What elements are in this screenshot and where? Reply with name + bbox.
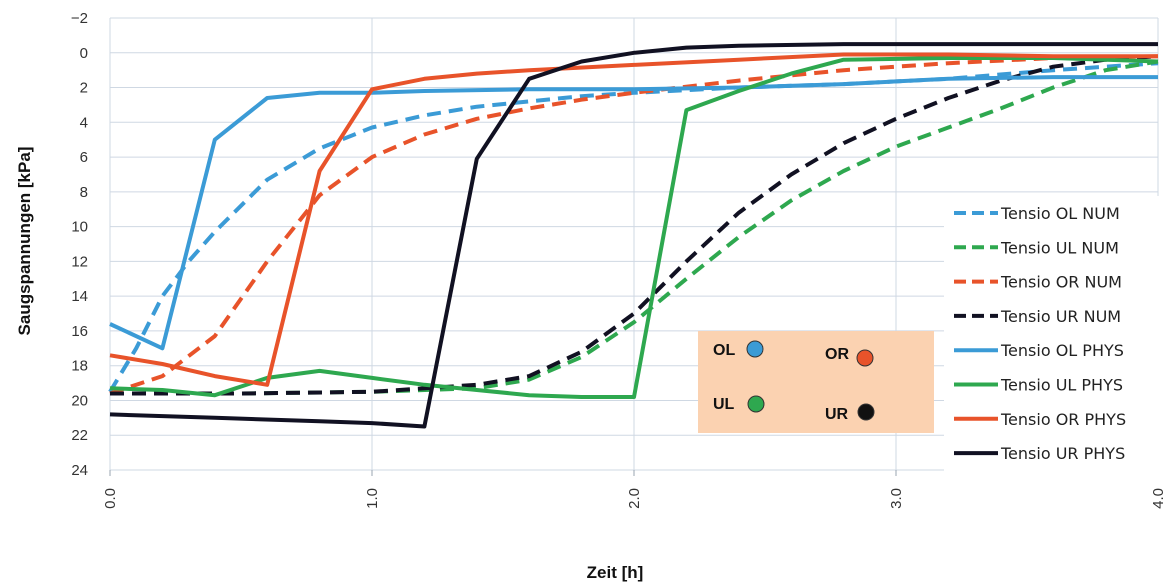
legend-label: Tensio OR PHYS [1000, 410, 1126, 429]
sensor-position-box: OL OR UL UR [698, 331, 934, 433]
legend-background [944, 196, 1162, 476]
y-tick-label: 8 [80, 184, 88, 201]
sensor-dot-ol [746, 340, 764, 358]
legend-label: Tensio UR NUM [1000, 307, 1121, 326]
legend-label: Tensio OL NUM [1000, 204, 1120, 223]
y-tick-label: 20 [71, 392, 88, 409]
series-line-tensio-ur-phys [109, 42, 1158, 429]
sensor-dot-or [856, 349, 874, 367]
y-tick-label: 6 [80, 149, 88, 166]
x-tick-label: 0.0 [102, 488, 119, 509]
sensor-box-background [698, 331, 934, 433]
series-line-tensio-ul-num [110, 59, 1159, 396]
x-tick-label: 2.0 [626, 488, 643, 509]
legend-label: Tensio OR NUM [1000, 273, 1122, 292]
y-tick-label: 10 [71, 219, 88, 236]
legend: Tensio OL NUM Tensio UL NUM Tensio OR NUM T… [944, 196, 1162, 476]
series-line-tensio-or-num [109, 54, 1159, 396]
sensor-label-ol: OL [713, 342, 735, 359]
x-axis-label: Zeit [h] [587, 563, 644, 582]
y-tick-label: 14 [71, 288, 88, 305]
y-tick-label: 16 [71, 323, 88, 340]
y-tick-label: 18 [71, 358, 88, 375]
x-tick-label: 1.0 [364, 488, 381, 509]
x-tick-label: 4.0 [1150, 488, 1167, 509]
y-tick-label: 2 [80, 80, 88, 97]
sensor-label-or: OR [825, 346, 849, 363]
x-tick-label: 3.0 [888, 488, 905, 509]
y-tick-label: −2 [71, 10, 88, 27]
legend-label: Tensio UL NUM [1000, 238, 1119, 257]
series-line-tensio-ul-phys [109, 56, 1159, 399]
legend-label: Tensio UL PHYS [1000, 376, 1123, 395]
sensor-dot-ur [857, 403, 875, 421]
series-lines [108, 42, 1159, 429]
y-axis-label: Saugspannungen [kPa] [15, 147, 34, 336]
sensor-dot-ul [747, 395, 765, 413]
series-line-tensio-or-phys [109, 52, 1158, 387]
sensor-label-ur: UR [825, 406, 849, 423]
legend-label: Tensio OL PHYS [1000, 341, 1124, 360]
y-tick-label: 12 [71, 253, 88, 270]
legend-label: Tensio UR PHYS [1000, 444, 1125, 463]
y-tick-label: 4 [80, 114, 88, 131]
x-axis-ticks: 0.0 1.0 2.0 3.0 4.0 [102, 488, 1167, 509]
y-tick-label: 24 [71, 462, 88, 479]
y-tick-label: 22 [71, 427, 88, 444]
y-tick-label: 0 [80, 45, 88, 62]
sensor-label-ul: UL [713, 396, 735, 413]
series-line-tensio-ol-phys [109, 75, 1158, 351]
